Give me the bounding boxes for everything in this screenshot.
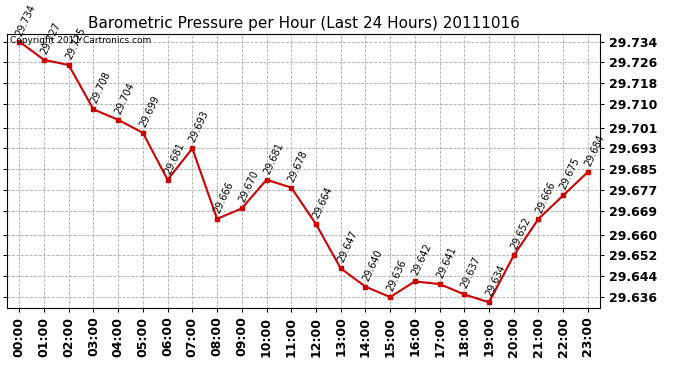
Text: 29.727: 29.727	[39, 21, 63, 56]
Text: 29.634: 29.634	[484, 263, 507, 298]
Text: 29.652: 29.652	[509, 216, 532, 251]
Text: Copyright 2011 Cartronics.com: Copyright 2011 Cartronics.com	[10, 36, 151, 45]
Text: 29.734: 29.734	[14, 3, 38, 38]
Text: 29.666: 29.666	[212, 180, 235, 215]
Text: 29.675: 29.675	[558, 156, 582, 191]
Text: 29.725: 29.725	[63, 26, 88, 61]
Text: 29.647: 29.647	[336, 229, 359, 264]
Text: 29.681: 29.681	[262, 141, 285, 176]
Text: 29.699: 29.699	[138, 94, 161, 129]
Title: Barometric Pressure per Hour (Last 24 Hours) 20111016: Barometric Pressure per Hour (Last 24 Ho…	[88, 16, 520, 31]
Text: 29.678: 29.678	[286, 148, 310, 183]
Text: 29.693: 29.693	[188, 110, 210, 144]
Text: 29.642: 29.642	[410, 242, 433, 277]
Text: 29.637: 29.637	[460, 255, 483, 290]
Text: 29.708: 29.708	[88, 70, 112, 105]
Text: 29.636: 29.636	[385, 258, 408, 293]
Text: 29.704: 29.704	[113, 81, 137, 116]
Text: 29.640: 29.640	[360, 248, 384, 282]
Text: 29.684: 29.684	[583, 133, 607, 168]
Text: 29.681: 29.681	[163, 141, 186, 176]
Text: 29.670: 29.670	[237, 170, 260, 204]
Text: 29.641: 29.641	[435, 245, 458, 280]
Text: 29.666: 29.666	[533, 180, 557, 215]
Text: 29.664: 29.664	[311, 185, 335, 220]
